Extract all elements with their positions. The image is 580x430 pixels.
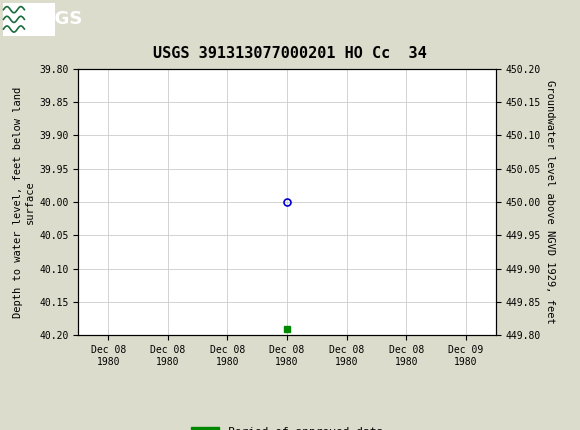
FancyBboxPatch shape <box>3 3 55 36</box>
Text: USGS 391313077000201 HO Cc  34: USGS 391313077000201 HO Cc 34 <box>153 46 427 61</box>
Y-axis label: Groundwater level above NGVD 1929, feet: Groundwater level above NGVD 1929, feet <box>545 80 555 324</box>
Text: USGS: USGS <box>28 10 83 28</box>
Legend: Period of approved data: Period of approved data <box>187 423 387 430</box>
Y-axis label: Depth to water level, feet below land
surface: Depth to water level, feet below land su… <box>13 86 35 318</box>
